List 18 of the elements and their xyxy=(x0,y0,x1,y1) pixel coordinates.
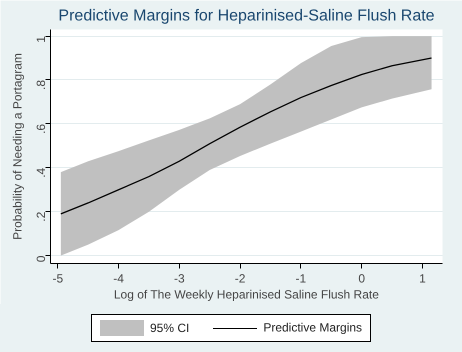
y-tick-label: .6 xyxy=(34,124,48,134)
x-tick-label: 1 xyxy=(419,272,426,286)
text: 95% CI xyxy=(150,320,190,335)
y-tick-label: 0 xyxy=(34,255,48,262)
y-axis-title: Probability of Needing a Portagram xyxy=(10,53,24,240)
y-tick-label: .8 xyxy=(34,80,48,90)
x-tick-label: -5 xyxy=(52,272,64,286)
x-tick-label: -3 xyxy=(174,272,186,286)
x-axis-title: Log of The Weekly Heparinised Saline Flush Rate xyxy=(114,288,380,302)
chart-title: Predictive Margins for Heparinised-Saline Flush Rate xyxy=(58,8,435,24)
x-tick-label: -1 xyxy=(296,272,307,286)
y-tick-label: .2 xyxy=(34,211,48,222)
y-tick-label: 1 xyxy=(34,36,48,43)
y-tick-label: .4 xyxy=(34,167,48,178)
x-tick-label: -2 xyxy=(234,272,246,286)
legend-label: Predictive Margins xyxy=(263,320,362,335)
x-tick-label: 0 xyxy=(358,272,366,286)
x-tick-label: -4 xyxy=(113,272,124,286)
